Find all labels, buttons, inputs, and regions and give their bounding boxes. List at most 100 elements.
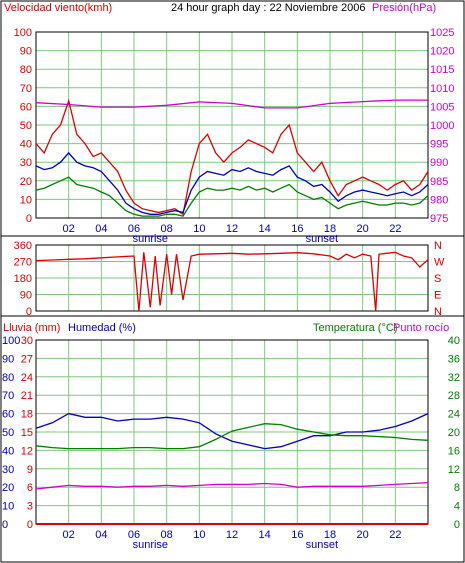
y-tick-label-humidity: 100: [2, 335, 20, 347]
y-tick-label-humidity: 60: [2, 409, 14, 421]
y-tick-label-pressure: 1010: [430, 83, 454, 95]
y-tick-label-rain: 0: [27, 519, 33, 531]
y-tick-label-direction: 0: [26, 306, 32, 318]
x-tick-label: 22: [389, 223, 401, 235]
x-tick-label: 10: [193, 223, 205, 235]
series-line-avg: [35, 176, 429, 217]
y-tick-label-wind: 20: [20, 176, 32, 188]
y-tick-label-temp: 12: [448, 464, 460, 476]
y-tick-label-rain: 6: [27, 482, 33, 494]
x-tick-label: 18: [324, 223, 336, 235]
y-tick-label-compass: W: [434, 257, 445, 269]
series-line-wind: [35, 98, 429, 216]
x-tick-label: 12: [226, 223, 238, 235]
wind-speed-label: Velocidad viento(kmh): [4, 2, 112, 14]
series-line-direction: [35, 251, 429, 312]
x-tick-label: 18: [324, 529, 336, 541]
x-tick-label: 02: [63, 223, 75, 235]
y-tick-label-wind: 30: [20, 157, 32, 169]
x-tick-label: 02: [63, 529, 75, 541]
y-tick-label-wind: 0: [26, 213, 32, 225]
x-tick-label: 22: [389, 529, 401, 541]
y-tick-label-pressure: 990: [430, 157, 448, 169]
x-tick-label: 16: [291, 529, 303, 541]
y-tick-label-pressure: 975: [430, 213, 448, 225]
y-tick-label-pressure: 1000: [430, 120, 454, 132]
sunset-label: sunset: [306, 233, 338, 245]
humidity-label: Humedad (%): [68, 322, 136, 334]
y-tick-label-temp: 32: [448, 372, 460, 384]
sunrise-label: sunrise: [133, 539, 168, 551]
x-tick-label: 10: [193, 529, 205, 541]
rain-label: Lluvia (mm): [3, 322, 60, 334]
y-tick-label-humidity: 80: [2, 372, 14, 384]
y-tick-label-direction: 180: [14, 273, 32, 285]
plot-border-wind: [35, 31, 429, 219]
y-tick-label-wind: 50: [20, 120, 32, 132]
x-tick-label: 20: [357, 223, 369, 235]
y-tick-label-rain: 18: [21, 409, 33, 421]
y-tick-label-rain: 27: [21, 353, 33, 365]
y-tick-label-pressure: 985: [430, 176, 448, 188]
x-tick-label: 14: [259, 223, 271, 235]
temperature-label: Temperatura (°C): [313, 322, 397, 334]
y-tick-label-rain: 24: [21, 372, 33, 384]
y-tick-label-temp: 16: [448, 445, 460, 457]
y-tick-label-wind: 70: [20, 83, 32, 95]
series-line-gust: [35, 151, 429, 215]
graph-title: 24 hour graph day : 22 Noviembre 2006: [171, 2, 365, 14]
y-tick-label-wind: 100: [14, 27, 32, 39]
plot-border-direction: [35, 244, 429, 312]
y-tick-label-humidity: 30: [2, 464, 14, 476]
x-tick-label: 04: [95, 223, 107, 235]
y-tick-label-direction: 360: [14, 240, 32, 252]
y-tick-label-direction: 90: [20, 290, 32, 302]
x-tick-label: 14: [259, 529, 271, 541]
y-tick-label-humidity: 40: [2, 445, 14, 457]
y-tick-label-temp: 28: [448, 390, 460, 402]
y-tick-label-rain: 21: [21, 390, 33, 402]
y-tick-label-compass: S: [434, 273, 441, 285]
y-tick-label-temp: 8: [454, 482, 460, 494]
chart-layer: 0102030405060708090100975980985990995100…: [2, 27, 460, 551]
y-tick-label-humidity: 90: [2, 353, 14, 365]
y-tick-label-compass: N: [434, 240, 442, 252]
y-tick-label-rain: 12: [21, 445, 33, 457]
y-tick-label-temp: 24: [448, 409, 460, 421]
y-tick-label-temp: 0: [454, 519, 460, 531]
y-tick-label-compass: E: [434, 290, 441, 302]
series-line-temperature: [35, 423, 429, 450]
series-line-dew: [35, 481, 429, 490]
pressure-label: Presión(hPa): [372, 2, 436, 14]
x-tick-label: 08: [161, 529, 173, 541]
y-tick-label-pressure: 1005: [430, 101, 454, 113]
x-tick-label: 04: [95, 529, 107, 541]
y-tick-label-wind: 40: [20, 139, 32, 151]
series-line-pressure: [35, 99, 428, 109]
y-tick-label-rain: 30: [21, 335, 33, 347]
y-tick-label-temp: 4: [454, 501, 460, 513]
y-tick-label-humidity: 0: [2, 519, 8, 531]
y-tick-label-compass: N: [434, 306, 442, 318]
y-tick-label-wind: 80: [20, 64, 32, 76]
y-tick-label-wind: 90: [20, 46, 32, 58]
y-tick-label-temp: 40: [448, 335, 460, 347]
y-tick-label-temp: 36: [448, 353, 460, 365]
x-tick-label: 20: [357, 529, 369, 541]
y-tick-label-direction: 270: [14, 257, 32, 269]
x-tick-label: 12: [226, 529, 238, 541]
y-tick-label-humidity: 10: [2, 501, 14, 513]
y-tick-label-rain: 15: [21, 427, 33, 439]
y-tick-label-pressure: 1020: [430, 46, 454, 58]
y-tick-label-humidity: 20: [2, 482, 14, 494]
dew-point-label: Punto rocío: [393, 322, 449, 334]
y-tick-label-pressure: 1025: [430, 27, 454, 39]
y-tick-label-wind: 10: [20, 194, 32, 206]
series-line-humidity: [35, 412, 429, 450]
y-tick-label-wind: 60: [20, 101, 32, 113]
x-tick-label: 06: [128, 223, 140, 235]
y-tick-label-humidity: 70: [2, 390, 14, 402]
y-tick-label-temp: 20: [448, 427, 460, 439]
